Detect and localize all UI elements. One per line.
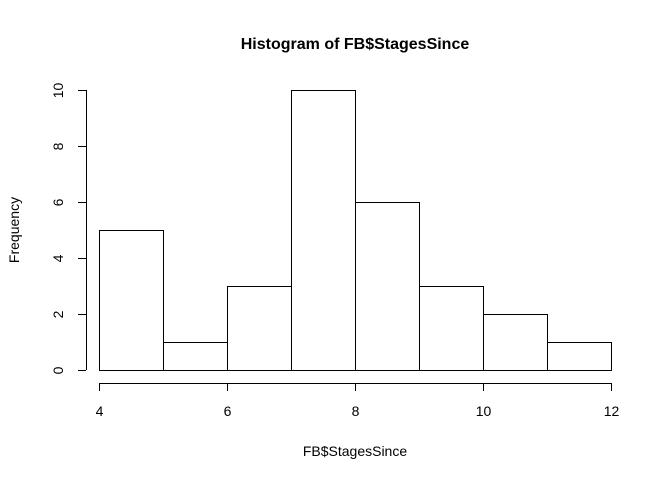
bars-group: [99, 90, 612, 371]
x-tick-label: 10: [476, 403, 492, 419]
y-axis: 0 2 4 6 8 10: [50, 83, 87, 374]
x-axis-label: FB$StagesSince: [303, 443, 407, 459]
histogram-bar-1: [99, 230, 164, 371]
y-tick-label: 10: [50, 83, 66, 99]
histogram-bar-6: [419, 286, 484, 371]
x-tick-label: 4: [96, 403, 104, 419]
histogram-bar-8: [547, 342, 612, 371]
y-tick-label: 0: [50, 366, 66, 374]
y-tick-label: 4: [50, 254, 66, 262]
x-axis: 4 6 8 10 12: [96, 383, 620, 419]
histogram-bar-2: [163, 342, 228, 371]
x-tick-label: 8: [352, 403, 360, 419]
chart-title: Histogram of FB$StagesSince: [241, 36, 470, 53]
y-axis-label: Frequency: [6, 197, 22, 263]
y-tick-label: 2: [50, 310, 66, 318]
y-tick-label: 6: [50, 198, 66, 206]
x-tick-label: 6: [224, 403, 232, 419]
histogram-bar-5: [355, 202, 420, 371]
histogram-bar-7: [483, 314, 548, 371]
y-tick-label: 8: [50, 142, 66, 150]
x-tick-label: 12: [604, 403, 620, 419]
histogram-bar-3: [227, 286, 292, 371]
histogram-bar-4: [291, 90, 356, 371]
